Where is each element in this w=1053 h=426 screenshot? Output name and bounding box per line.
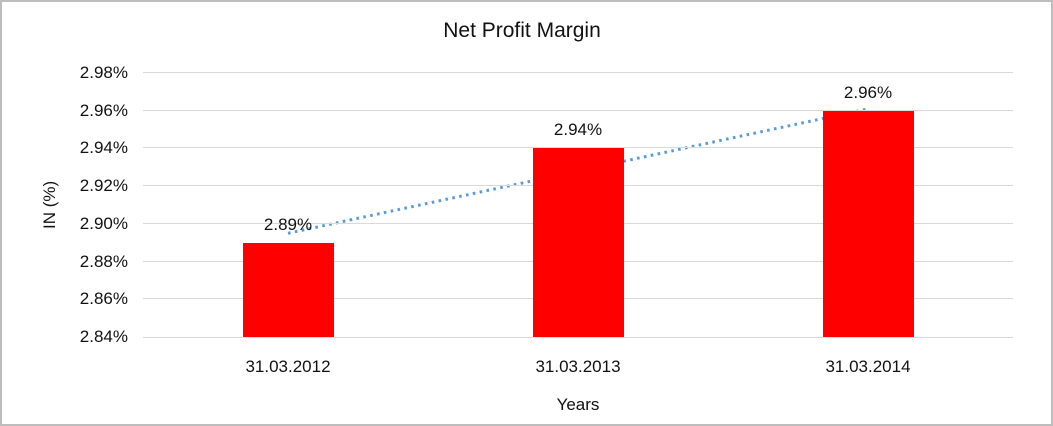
x-axis-tick-labels: 31.03.2012 31.03.2013 31.03.2014 (143, 356, 1013, 378)
data-label: 2.89% (263, 215, 313, 234)
y-tick-label: 2.96% (79, 101, 128, 120)
plot-area: 2.89% 2.94% 2.96% (143, 72, 1013, 338)
x-tick-label: 31.03.2013 (535, 357, 621, 376)
bar-31.03.2014 (823, 111, 914, 337)
trendline (287, 107, 869, 235)
y-tick-label: 2.88% (79, 252, 128, 271)
bar-31.03.2012 (243, 243, 334, 337)
gridline (143, 337, 1013, 338)
gridline (143, 72, 1013, 73)
bar-31.03.2013 (533, 148, 624, 337)
y-tick-label: 2.90% (79, 214, 128, 233)
chart-title: Net Profit Margin (443, 19, 601, 42)
x-tick-label: 31.03.2014 (825, 357, 911, 376)
y-axis-tick-labels: 2.98% 2.96% 2.94% 2.92% 2.90% 2.88% 2.86% 2.84% (2, 63, 132, 346)
x-tick-label: 31.03.2012 (245, 357, 331, 376)
trendline-dotted (287, 107, 869, 235)
data-label: 2.96% (843, 83, 893, 102)
data-label: 2.94% (553, 120, 603, 139)
y-tick-label: 2.98% (79, 63, 128, 82)
y-tick-label: 2.86% (79, 289, 128, 308)
x-axis-title: Years (556, 395, 600, 414)
y-tick-label: 2.92% (79, 176, 128, 195)
gridline (143, 147, 1013, 148)
y-tick-label: 2.94% (79, 138, 128, 157)
gridline (143, 110, 1013, 111)
y-tick-label: 2.84% (79, 327, 128, 346)
